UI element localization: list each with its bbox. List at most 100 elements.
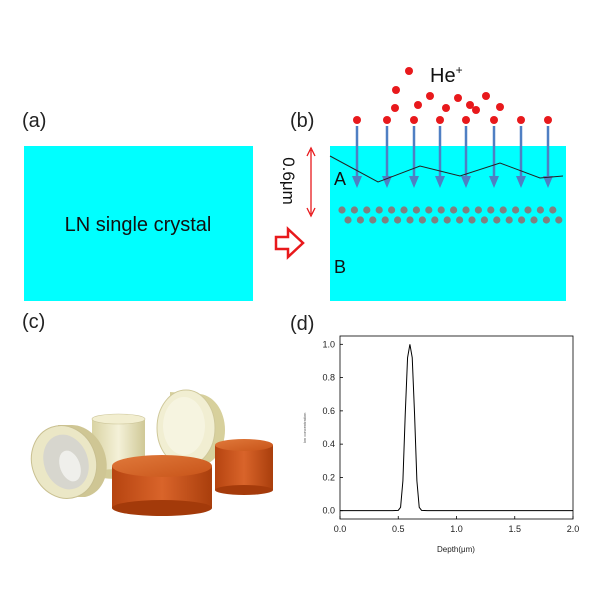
helium-ion <box>353 116 361 124</box>
implant-arrow-head-icon <box>435 176 445 188</box>
helium-ion <box>391 104 399 112</box>
y-tick-label: 0.4 <box>322 439 335 449</box>
implanted-ion <box>388 206 396 214</box>
implanted-ion <box>549 206 557 214</box>
implant-arrow <box>461 116 471 188</box>
helium-ion <box>383 116 391 124</box>
implant-arrow-head-icon <box>543 176 553 188</box>
implanted-ion <box>542 216 551 224</box>
helium-ion <box>436 116 444 124</box>
chart-x-ticks: 0.0 0.5 1.0 1.5 2.0 <box>334 516 580 534</box>
helium-ion <box>405 67 413 75</box>
helium-ion <box>517 116 525 124</box>
helium-ion <box>466 101 474 109</box>
ln-crystal-block <box>24 146 253 301</box>
helium-ion <box>410 116 418 124</box>
implanted-ion <box>412 206 420 214</box>
implanted-ion <box>418 216 426 224</box>
implanted-ion <box>356 216 364 224</box>
implant-arrows <box>352 116 553 188</box>
chart-series-line <box>340 344 573 512</box>
y-tick-label: 0.6 <box>322 406 335 416</box>
damage-track-line <box>329 155 564 183</box>
implanted-ion <box>338 206 346 214</box>
implant-arrow <box>435 116 445 188</box>
implant-arrow-head-icon <box>516 176 526 188</box>
ln-wafers-photo <box>30 389 273 516</box>
ion-label-superscript: + <box>456 63 463 77</box>
helium-ion <box>472 106 480 114</box>
chart-plot-frame <box>339 335 574 520</box>
chart-x-axis-label: Depth(μm) <box>437 545 475 554</box>
implanted-ion <box>437 206 445 214</box>
helium-ion <box>496 103 504 111</box>
x-tick-label: 1.0 <box>450 524 463 534</box>
x-tick-label: 2.0 <box>567 524 580 534</box>
ion-label: He+ <box>430 63 463 87</box>
depth-profile-chart: 0.0 0.5 1.0 1.5 2.0 0.0 0.2 0.4 0.6 0.8 1.0 Depth… <box>302 335 580 554</box>
implanted-ion <box>431 216 439 224</box>
implanted-ion <box>363 206 371 214</box>
orange-cylinder-large <box>112 455 212 516</box>
helium-ion <box>482 92 490 100</box>
depth-arrow <box>306 146 316 218</box>
implanted-ion <box>536 206 545 214</box>
region-b-label: B <box>334 257 346 277</box>
helium-ion <box>544 116 552 124</box>
helium-ion <box>414 101 422 109</box>
panel-a-label: (a) <box>22 110 46 132</box>
panel-b-label: (b) <box>290 110 314 132</box>
implanted-ion <box>450 206 458 214</box>
panel-d-label: (d) <box>290 313 314 335</box>
x-tick-label: 1.5 <box>508 524 521 534</box>
y-tick-label: 1.0 <box>322 339 335 349</box>
helium-ion <box>490 116 498 124</box>
implanted-ion <box>369 216 377 224</box>
x-tick-label: 0.0 <box>334 524 347 534</box>
implanted-ion <box>375 206 383 214</box>
x-tick-label: 0.5 <box>392 524 405 534</box>
implant-arrow <box>489 116 499 188</box>
y-tick-label: 0.0 <box>322 506 335 516</box>
implanted-ion <box>394 216 402 224</box>
region-a-label: A <box>334 169 346 189</box>
crystal-label: LN single crystal <box>65 214 212 236</box>
implanted-ion <box>511 206 520 214</box>
ion-cloud <box>391 67 504 114</box>
implanted-ion <box>524 206 532 214</box>
implanted-ion <box>518 216 526 224</box>
implant-arrow <box>352 116 362 188</box>
depth-arrow-head-bottom-icon <box>306 207 316 218</box>
orange-cylinder-small <box>215 439 273 495</box>
clear-disk-upright <box>156 389 225 467</box>
implanted-ion <box>344 216 352 224</box>
ion-label-main: He <box>430 65 456 87</box>
implanted-ion <box>505 216 513 224</box>
helium-ion <box>454 94 462 102</box>
implanted-ion-layer <box>338 206 563 224</box>
chart-y-axis-label: Ion concentration <box>302 413 307 444</box>
implanted-ion <box>350 206 358 214</box>
implanted-ion <box>443 216 451 224</box>
implanted-ion <box>487 206 495 214</box>
implant-arrow <box>516 116 526 188</box>
helium-ion <box>462 116 470 124</box>
implanted-ion <box>456 216 464 224</box>
implanted-ion <box>462 206 470 214</box>
depth-arrow-head-top-icon <box>306 146 316 157</box>
implanted-ion <box>499 206 507 214</box>
implanted-ion <box>468 216 476 224</box>
implanted-ion <box>406 216 414 224</box>
chart-y-ticks: 0.0 0.2 0.4 0.6 0.8 1.0 <box>322 339 343 516</box>
implanted-ion <box>555 216 563 224</box>
implanted-ion <box>480 216 488 224</box>
implant-arrow-head-icon <box>409 176 419 188</box>
implant-arrow <box>543 116 553 188</box>
y-tick-label: 0.2 <box>322 472 335 482</box>
implant-arrow <box>409 116 419 188</box>
clear-disk-tilted <box>30 425 107 499</box>
y-tick-label: 0.8 <box>322 373 335 383</box>
implanted-ion <box>474 206 482 214</box>
depth-label: 0.6μm <box>279 157 298 205</box>
implanted-ion <box>530 216 538 224</box>
